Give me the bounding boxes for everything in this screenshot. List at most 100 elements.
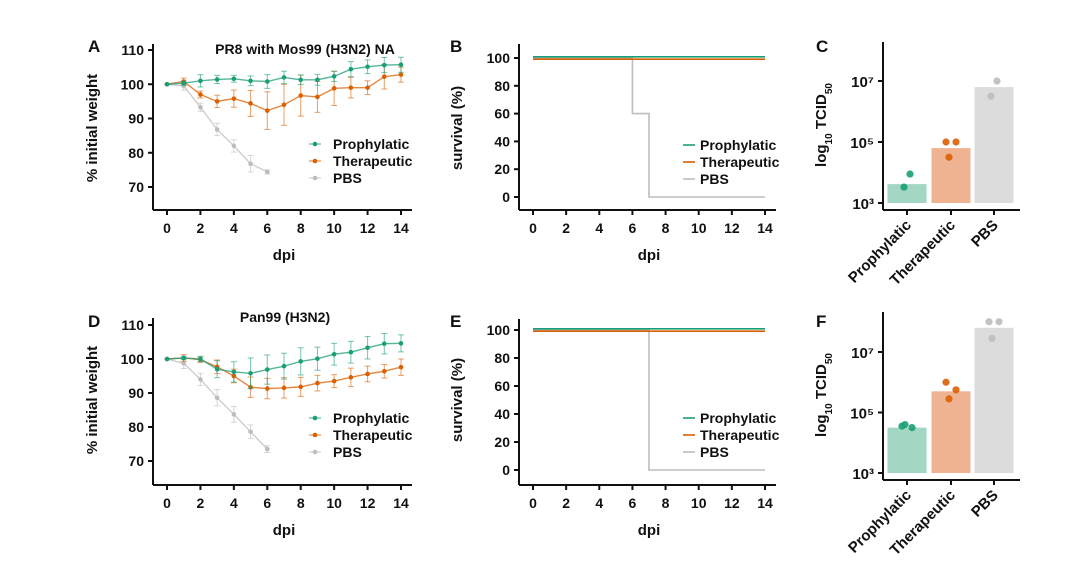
x-axis-label: dpi (638, 522, 661, 539)
data-point (952, 138, 960, 146)
data-point (988, 334, 996, 342)
y-tick-label: 70 (128, 453, 144, 469)
data-point (214, 366, 220, 372)
y-tick-label: 60 (494, 106, 510, 122)
data-point (398, 72, 404, 77)
data-point (298, 384, 304, 390)
x-tick-label: PBS (968, 487, 1002, 521)
legend-label: PBS (333, 444, 362, 460)
data-point (198, 377, 203, 382)
data-point (264, 386, 270, 391)
data-point (264, 446, 270, 452)
panel-letter: B (450, 37, 462, 56)
data-point (365, 64, 370, 70)
bar-therapeutic (931, 391, 971, 473)
legend-label: PBS (700, 171, 729, 187)
x-axis-label: dpi (273, 522, 296, 539)
panel-letter: A (88, 37, 100, 56)
data-point (198, 78, 203, 84)
data-point (231, 96, 237, 101)
x-axis-label: dpi (273, 247, 296, 264)
data-point (298, 359, 304, 364)
data-point (181, 355, 187, 361)
y-tick-label: 90 (128, 111, 144, 127)
data-point (398, 341, 404, 346)
data-point (231, 369, 237, 375)
legend-marker (312, 158, 318, 164)
data-point (214, 99, 220, 104)
x-axis-label: dpi (638, 247, 661, 264)
x-tick-label: 4 (230, 495, 238, 511)
data-point (908, 424, 916, 432)
legend-label: Prophylatic (333, 136, 409, 152)
data-point (381, 368, 387, 374)
data-point (298, 93, 304, 98)
y-axis-label-part: log (813, 414, 830, 437)
series-prophylatic (164, 333, 404, 390)
legend-marker (312, 432, 318, 438)
legend-marker (312, 415, 318, 421)
data-point (987, 92, 995, 100)
y-tick-label: 90 (128, 385, 144, 401)
data-point (198, 356, 203, 362)
data-point (298, 77, 304, 83)
data-point (331, 86, 337, 91)
y-axis-label: survival (%) (449, 86, 466, 170)
data-point (315, 94, 320, 100)
legend-marker (312, 449, 318, 455)
panel-d: D Pan99 (H3N2) 70 80 90 100 110 0 2 4 6 8 10 12 14 dpi%… (84, 309, 413, 539)
x-tick-label: 4 (230, 220, 238, 236)
y-tick-label: 10⁷ (851, 345, 874, 362)
legend-marker (312, 141, 318, 147)
data-point (198, 92, 203, 97)
data-point (381, 62, 387, 68)
panel-a: A PR8 with Mos99 (H3N2) NA 70 80 90 100 110 0 2 4… (84, 37, 413, 264)
legend-label: PBS (333, 170, 362, 186)
x-tick-label: 6 (629, 495, 637, 511)
y-axis-label: log10 TCID50 (813, 83, 835, 167)
x-tick-label: 12 (724, 220, 740, 236)
data-point (381, 341, 387, 347)
x-tick-label: 8 (297, 495, 305, 511)
panel-b: B 0 20 40 60 80 100 0 2 4 6 8 10 12 14 dpi survival (%) P… (449, 37, 780, 264)
y-axis-label: % initial weight (84, 74, 101, 182)
x-tick-label: 4 (595, 495, 603, 511)
legend-label: Therapeutic (333, 153, 413, 169)
y-axis-label: % initial weight (84, 346, 101, 454)
x-tick-label: 12 (360, 220, 376, 236)
data-point (281, 363, 287, 369)
bar-pbs (974, 87, 1014, 203)
series-pbs (533, 329, 765, 471)
data-point (281, 385, 287, 391)
data-point (214, 77, 220, 82)
data-point (164, 81, 170, 87)
y-tick-label: 10⁷ (851, 74, 874, 91)
y-tick-label: 100 (487, 50, 511, 66)
legend-label: Prophylatic (333, 410, 409, 426)
x-tick-label: 0 (529, 495, 537, 511)
data-point (398, 364, 404, 370)
x-tick-label: 2 (562, 220, 570, 236)
data-point (942, 138, 950, 146)
data-point (381, 74, 387, 80)
data-point (248, 429, 253, 435)
series-pbs (533, 57, 765, 198)
data-point (945, 395, 953, 403)
y-tick-label: 80 (128, 419, 144, 435)
legend-label: Therapeutic (333, 427, 413, 443)
bar-prophylatic (887, 184, 927, 203)
y-tick-label: 100 (121, 76, 145, 92)
bar-pbs (974, 327, 1014, 473)
data-point (231, 412, 237, 417)
data-point (181, 361, 187, 366)
y-tick-label: 0 (502, 462, 510, 478)
x-tick-label: 12 (360, 495, 376, 511)
y-tick-label: 20 (494, 434, 510, 450)
x-tick-label: 6 (263, 495, 271, 511)
x-tick-label: 14 (393, 220, 409, 236)
data-point (181, 80, 187, 86)
